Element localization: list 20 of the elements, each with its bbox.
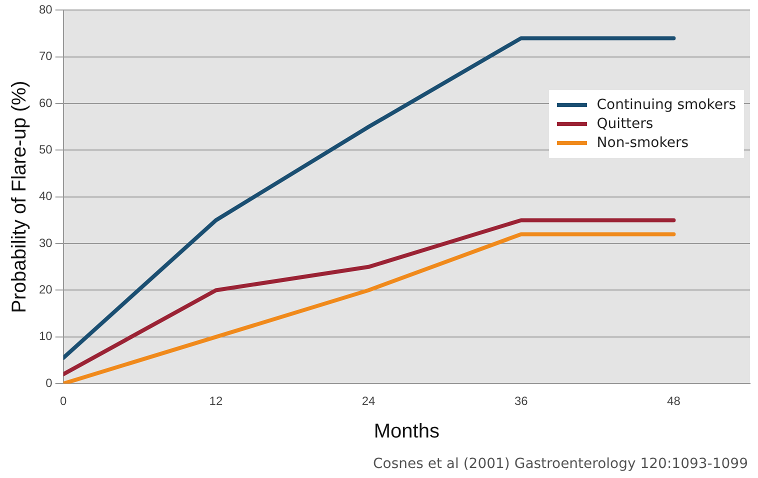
legend-label: Non-smokers: [596, 135, 689, 152]
y-tick-label: 40: [38, 189, 53, 204]
x-tick-label: 48: [667, 394, 681, 408]
y-tick-label: 80: [38, 2, 53, 17]
text: Cosnes et al (2001) Gastroenterology 120:1093-1099: [373, 456, 748, 472]
x-axis-title: Months: [374, 420, 440, 443]
y-tick-label: 50: [38, 142, 53, 157]
y-tick-label: 60: [38, 96, 53, 110]
legend-label: Continuing smokers: [596, 97, 736, 114]
legend-label: Quitters: [596, 116, 654, 132]
y-tick-label: 20: [38, 282, 53, 297]
x-tick-label: 24: [362, 394, 376, 408]
x-tick-label: 12: [209, 394, 223, 408]
x-tick-label: 36: [514, 394, 528, 408]
y-tick-label: 0: [46, 376, 53, 390]
y-axis-title: Probability of Flare-up (%): [8, 80, 31, 314]
y-tick-label: 30: [38, 236, 53, 250]
y-tick-label: 10: [38, 329, 53, 344]
x-tick-label: 0: [60, 394, 68, 408]
y-tick-label: 70: [38, 49, 53, 64]
